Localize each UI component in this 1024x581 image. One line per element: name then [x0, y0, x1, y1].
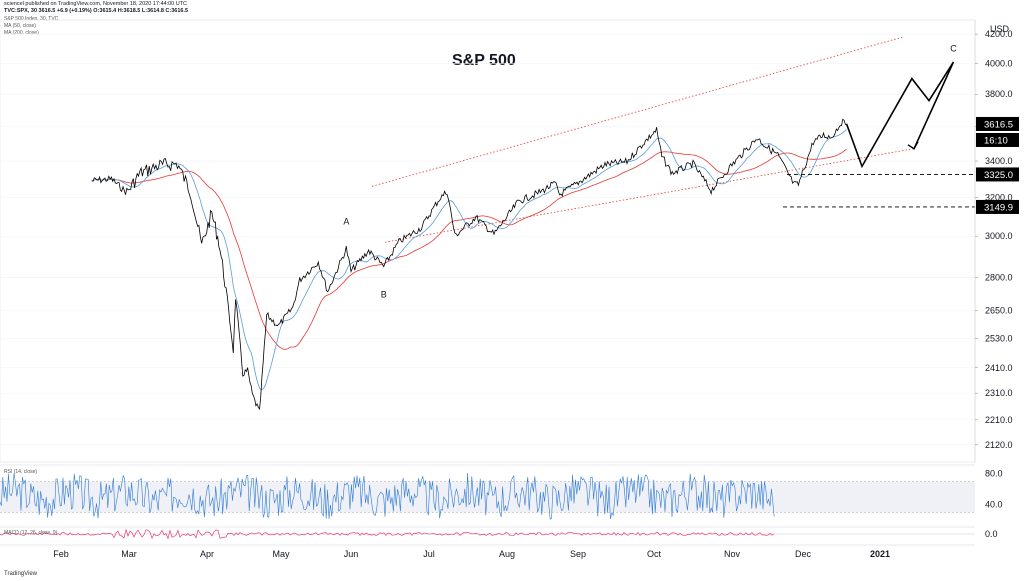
macd-line [0, 528, 775, 540]
y-tick-label: 2650.0 [985, 306, 1013, 316]
y-tick-label: 2410.0 [985, 363, 1013, 373]
publish-info: sciencel published on TradingView.com, N… [4, 1, 188, 7]
ma200-legend: MA (200, close) [4, 30, 39, 36]
y-tick-label: 3200.0 [985, 192, 1013, 202]
x-tick-label: Nov [724, 549, 741, 559]
tradingview-logo: TradingView [4, 571, 38, 577]
projection-path [845, 61, 955, 169]
bar-time-tag: 16:10 [984, 135, 1008, 146]
wave-label-a: A [343, 216, 349, 226]
x-tick-label: Apr [200, 549, 214, 559]
y-tick-label: 3800.0 [985, 89, 1013, 99]
projection-arrowhead [907, 141, 919, 150]
x-tick-label: Feb [53, 549, 69, 559]
ma50-legend: MA (50, close) [4, 23, 36, 29]
x-tick-label: Jul [423, 549, 435, 559]
x-tick-label: Sep [570, 549, 586, 559]
channel-upper [371, 36, 904, 187]
last-price-tag-bg [976, 116, 1019, 131]
rsi-legend: RSI (14, close) [4, 469, 38, 475]
ma200-line [91, 148, 847, 350]
ma50-line [91, 129, 847, 390]
chart-title: S&P 500 [452, 52, 516, 69]
level-tag-3325-bg [976, 167, 1019, 182]
currency-label: USD [990, 24, 1010, 34]
x-tick-label: Oct [647, 549, 662, 559]
y-tick-label: 2120.0 [985, 440, 1013, 450]
level-tag-3149: 3149.9 [984, 202, 1013, 213]
y-tick-label: 2800.0 [985, 273, 1013, 283]
rsi-tick-label: 80.0 [985, 469, 1003, 479]
x-tick-label: Dec [795, 549, 812, 559]
y-tick-label: 2310.0 [985, 388, 1013, 398]
rsi-tick-label: 40.0 [985, 500, 1003, 510]
y-tick-label: 3400.0 [985, 156, 1013, 166]
macd-tick-label: 0.0 [985, 529, 998, 539]
y-tick-label: 2530.0 [985, 334, 1013, 344]
plot-frame [0, 19, 976, 463]
y-tick-label: 4000.0 [985, 58, 1013, 68]
channel-lower [384, 148, 914, 243]
x-tick-label: 2021 [870, 549, 890, 559]
x-tick-label: May [272, 549, 290, 559]
x-tick-label: Jun [344, 549, 359, 559]
bar-time-tag-bg [976, 132, 1019, 147]
symbol-name: S&P 500 Index, 30, TVC [4, 16, 59, 22]
x-tick-label: Mar [121, 549, 137, 559]
last-price-tag: 3616.5 [984, 119, 1013, 130]
y-tick-label: 4200.0 [985, 29, 1013, 39]
level-tag-3149-bg [976, 199, 1019, 214]
y-tick-label: 2210.0 [985, 415, 1013, 425]
wave-label-c: C [950, 44, 957, 54]
rsi-line [0, 472, 775, 520]
price-line [91, 118, 847, 411]
rsi-band [0, 481, 975, 513]
macd-legend: MACD (12, 26, close, 9) [4, 530, 58, 536]
level-tag-3325: 3325.0 [984, 170, 1013, 181]
quote-line: TVC:SPX, 30 3616.5 +6.9 (+0.19%) O:3615.… [4, 8, 189, 14]
x-tick-label: Aug [499, 549, 515, 559]
y-tick-label: 3000.0 [985, 231, 1013, 241]
wave-label-b: B [381, 289, 387, 299]
